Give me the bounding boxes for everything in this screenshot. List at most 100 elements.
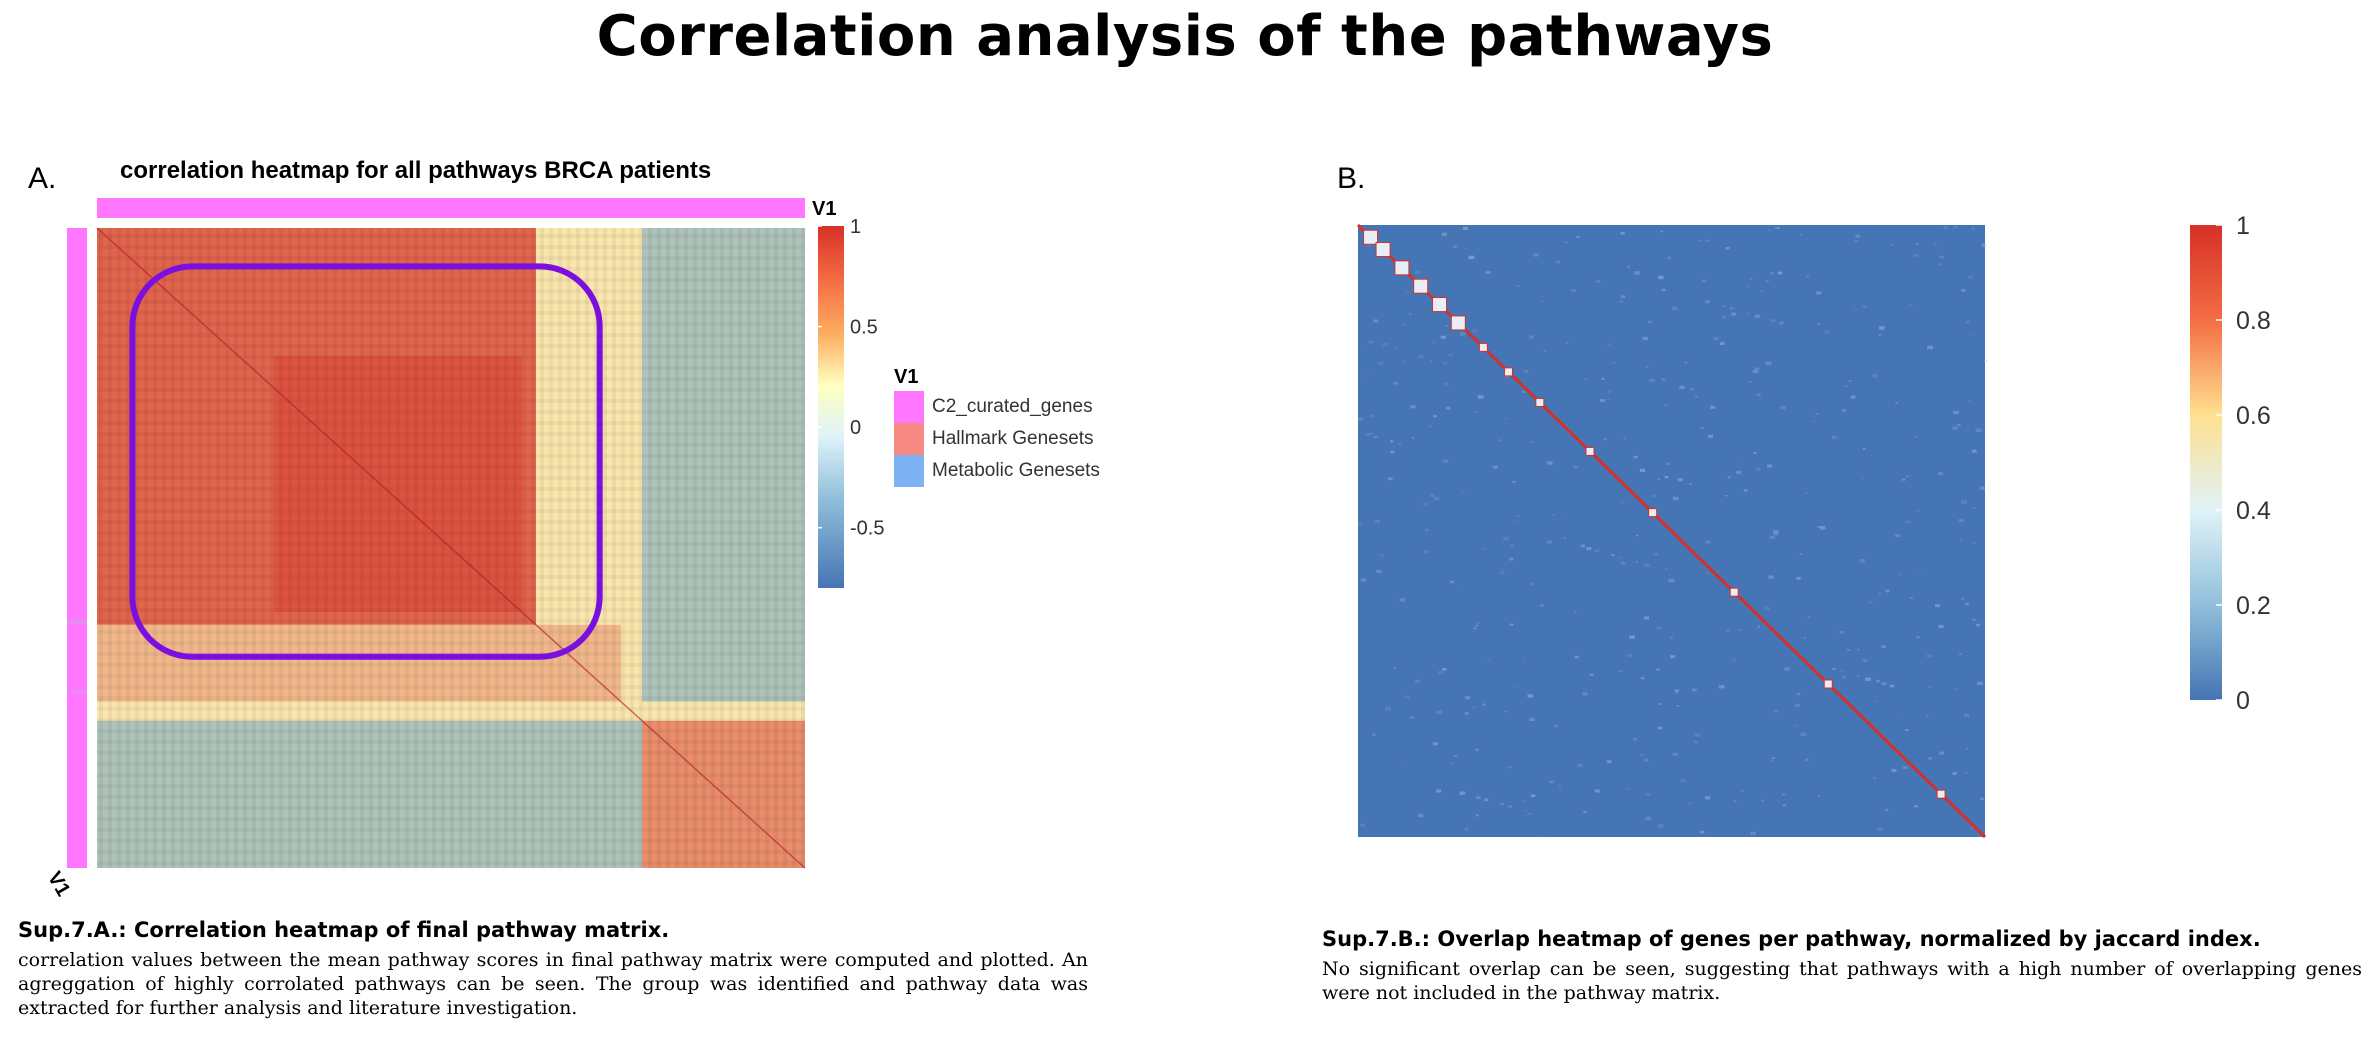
heatmap-b-speck — [1516, 515, 1520, 517]
heatmap-b-speck — [1500, 571, 1505, 574]
heatmap-b-diag-block — [1585, 446, 1595, 456]
heatmap-b-speck — [1619, 300, 1623, 303]
heatmap-a-title: correlation heatmap for all pathways BRC… — [120, 157, 712, 184]
heatmap-b-speck — [1454, 754, 1458, 757]
heatmap-b-speck — [1694, 733, 1701, 737]
heatmap-b-speck — [1725, 629, 1730, 632]
heatmap-b-speck — [1889, 684, 1895, 688]
heatmap-b-speck — [1606, 343, 1611, 346]
heatmap-b-speck — [1845, 385, 1848, 387]
heatmap-b-speck — [1760, 290, 1763, 293]
heatmap-b-speck — [1640, 753, 1644, 756]
heatmap-b-speck — [1358, 417, 1364, 421]
heatmap-b-speck — [1441, 232, 1447, 236]
heatmap-b-diag-block — [1729, 587, 1739, 597]
heatmap-b-speck — [1677, 478, 1683, 482]
heatmap-b-speck — [1583, 378, 1587, 381]
heatmap-b-speck — [1513, 520, 1516, 522]
heatmap-b-speck — [1874, 700, 1877, 703]
heatmap-b-speck — [1839, 630, 1844, 634]
heatmap-b-speck — [1415, 679, 1421, 683]
heatmap-b-speck — [1360, 823, 1365, 827]
heatmap-b-speck — [1444, 383, 1449, 386]
heatmap-b-speck — [1620, 561, 1626, 565]
heatmap-b-speck — [1589, 673, 1594, 676]
heatmap-b-speck — [1935, 603, 1941, 608]
heatmap-b-speck — [1627, 788, 1630, 791]
heatmap-b-speck — [1533, 253, 1539, 257]
heatmap-b-speck — [1558, 785, 1562, 788]
heatmap-b-speck — [1761, 799, 1764, 802]
heatmap-b-speck — [1927, 345, 1933, 350]
heatmap-b-speck — [1722, 315, 1727, 319]
heatmap-b-diag-block — [1363, 229, 1379, 245]
heatmap-b-speck — [1372, 733, 1376, 736]
heatmap-b-speck — [1878, 592, 1882, 594]
heatmap-b-speck — [1933, 242, 1937, 245]
heatmap-b-speck — [1981, 243, 1987, 247]
heatmap-b-speck — [1644, 758, 1649, 762]
heatmap-b-speck — [1705, 300, 1710, 304]
heatmap-b-speck — [1402, 360, 1406, 363]
heatmap-b-speck — [1580, 544, 1585, 548]
heatmap-b-speck — [1582, 692, 1588, 696]
heatmap-b-speck — [1757, 625, 1761, 628]
heatmap-b-speck — [1669, 636, 1673, 639]
heatmap-b-speck — [1555, 260, 1561, 264]
heatmap-b-speck — [1939, 263, 1942, 265]
heatmap-b-speck — [1718, 685, 1725, 689]
heatmap-b-speck — [1373, 319, 1379, 323]
heatmap-b-speck — [1483, 547, 1487, 550]
side-annotation-bar — [67, 228, 87, 868]
heatmap-b-speck — [1473, 706, 1476, 708]
heatmap-b-speck — [1409, 313, 1412, 315]
heatmap-b-speck — [1459, 791, 1466, 795]
heatmap-b-speck — [1983, 359, 1988, 362]
heatmap-b-speck — [1362, 343, 1365, 345]
heatmap-b-speck — [1961, 289, 1966, 292]
heatmap-b-speck — [1750, 831, 1756, 835]
heatmap-b-speck — [1437, 670, 1444, 675]
heatmap-a-diagonal — [96, 227, 806, 869]
heatmap-b-speck — [1794, 703, 1801, 707]
heatmap-b-speck — [1361, 578, 1367, 582]
heatmap-b-speck — [1692, 688, 1697, 692]
heatmap-b-speck — [1873, 777, 1877, 780]
heatmap-b-speck — [1512, 686, 1516, 689]
heatmap-b-speck — [1633, 455, 1638, 459]
heatmap-b-speck — [1453, 245, 1457, 248]
heatmap-b-speck — [1642, 336, 1649, 341]
heatmap-b-speck — [1803, 637, 1806, 639]
heatmap-b-speck — [1393, 382, 1398, 385]
heatmap-b-speck — [1928, 685, 1931, 688]
caption-b-title: Sup.7.B.: Overlap heatmap of genes per p… — [1322, 927, 2261, 951]
heatmap-b-speck — [1487, 658, 1491, 661]
heatmap-b-speck — [1891, 769, 1897, 773]
heatmap-b-speck — [1393, 347, 1397, 350]
colorbar-b-tick-label: 0 — [2236, 687, 2250, 715]
heatmap-b-speck — [1583, 811, 1587, 814]
top-annotation-label: V1 — [812, 198, 837, 220]
heatmap-b-speck — [1795, 724, 1798, 727]
heatmap-b-speck — [1462, 226, 1469, 231]
heatmap-b-speck — [1799, 553, 1803, 555]
side-annotation-tick — [67, 690, 87, 693]
heatmap-b-speck — [1796, 576, 1801, 580]
heatmap-b-speck — [1965, 320, 1970, 324]
heatmap-b-speck — [1525, 810, 1528, 812]
panel-a-letter: A. — [28, 162, 57, 195]
heatmap-b-speck — [1796, 693, 1801, 696]
heatmap-b-speck — [1398, 442, 1402, 445]
heatmap-b-speck — [1727, 476, 1731, 479]
heatmap-b-speck — [1658, 702, 1662, 706]
heatmap-b-speck — [1672, 752, 1678, 756]
heatmap-b-speck — [1667, 256, 1671, 259]
heatmap-b-speck — [1599, 398, 1606, 403]
heatmap-b-speck — [1767, 464, 1773, 468]
heatmap-b-speck — [1500, 803, 1504, 806]
heatmap-b-speck — [1970, 827, 1974, 829]
heatmap-b-speck — [1850, 395, 1856, 399]
heatmap-b-speck — [1725, 494, 1728, 497]
heatmap-b-speck — [1508, 557, 1514, 561]
heatmap-b-speck — [1539, 604, 1544, 607]
